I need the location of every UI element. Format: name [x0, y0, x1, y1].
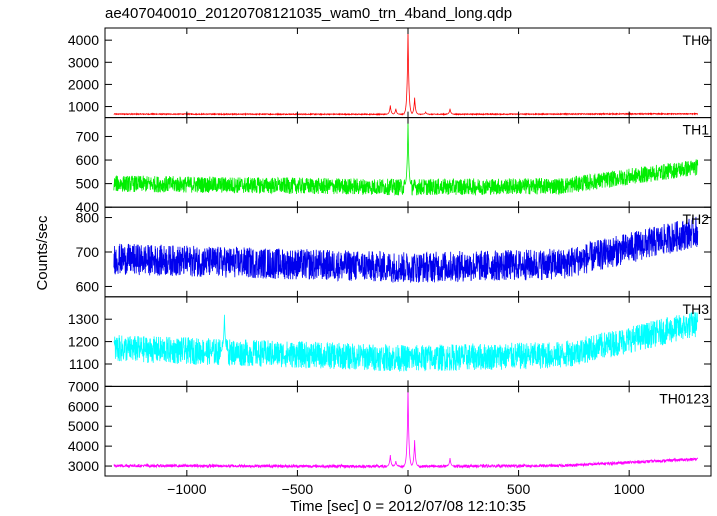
y-tick-label: 7000	[68, 378, 99, 394]
panel-label-th0: TH0	[683, 32, 710, 48]
y-axis-label: Counts/sec	[34, 215, 51, 291]
x-tick-label: −500	[282, 481, 314, 497]
y-tick-label: 1200	[68, 334, 99, 350]
y-tick-label: 4000	[68, 32, 99, 48]
x-tick-label: 0	[404, 481, 412, 497]
panels-group: 1000 2000 3000 4000 TH0 400 500 600 700 TH1 600 700…	[68, 27, 712, 497]
y-tick-label: 1000	[68, 99, 99, 115]
series-line-th0123	[113, 386, 699, 470]
y-tick-label: 6000	[68, 398, 99, 414]
y-tick-label: 5000	[68, 418, 99, 434]
series-line-th0	[113, 28, 699, 117]
y-tick-label: 4000	[68, 438, 99, 454]
x-tick-label: −1000	[167, 481, 207, 497]
y-tick-label: 3000	[68, 54, 99, 70]
series-line-th2	[113, 216, 699, 283]
x-tick-label: 500	[507, 481, 531, 497]
series-line-th3	[113, 312, 699, 372]
y-tick-label: 1100	[69, 356, 99, 372]
y-tick-label: 3000	[68, 458, 99, 474]
chart-title: ae407040010_20120708121035_wam0_trn_4ban…	[105, 5, 512, 22]
y-tick-label: 700	[76, 244, 100, 260]
panel-label-th2: TH2	[683, 211, 710, 227]
y-tick-label: 400	[76, 199, 100, 215]
panel-label-th1: TH1	[683, 122, 710, 138]
y-tick-label: 600	[76, 278, 100, 294]
y-tick-label: 800	[76, 210, 100, 226]
y-tick-label: 600	[76, 152, 100, 168]
x-axis-label: Time [sec] 0 = 2012/07/08 12:10:35	[290, 498, 526, 515]
x-tick-label: 1000	[614, 481, 645, 497]
y-tick-label: 1300	[68, 311, 99, 327]
panel-label-th0123: TH0123	[659, 390, 709, 406]
series-line-th1	[113, 119, 699, 197]
y-tick-label: 2000	[68, 76, 99, 92]
y-tick-label: 500	[76, 176, 100, 192]
y-tick-label: 700	[76, 128, 100, 144]
panel-label-th3: TH3	[683, 301, 710, 317]
